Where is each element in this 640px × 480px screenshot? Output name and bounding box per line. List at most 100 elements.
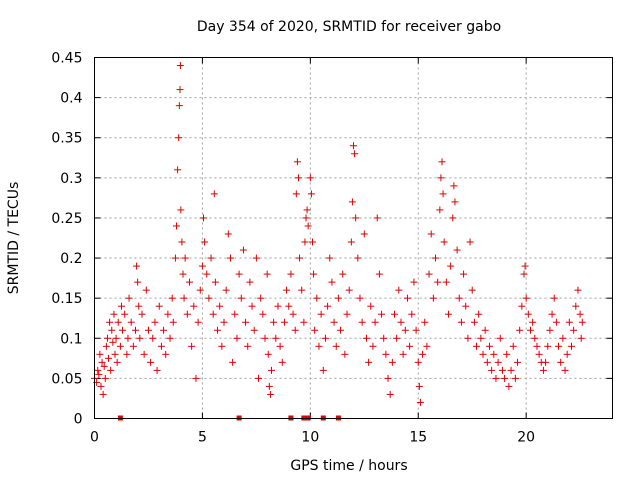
x-tick-label: 15	[409, 430, 427, 446]
data-point	[577, 334, 585, 342]
data-point	[391, 310, 399, 318]
data-point	[291, 326, 299, 334]
data-point	[222, 286, 230, 294]
data-point	[183, 310, 191, 318]
data-point	[105, 354, 113, 362]
data-point	[507, 366, 515, 374]
data-point	[449, 214, 457, 222]
data-point	[561, 366, 569, 374]
y-tick-label: 0.2	[60, 251, 82, 267]
data-point	[266, 390, 274, 398]
x-tick-label: 20	[517, 430, 535, 446]
data-point	[250, 326, 258, 334]
data-point	[210, 190, 218, 198]
data-point	[473, 342, 481, 350]
data-point	[406, 342, 414, 350]
data-point	[175, 134, 183, 142]
data-point	[136, 334, 144, 342]
data-point	[457, 318, 465, 326]
data-point	[301, 238, 309, 246]
y-axis-label: SRMTID / TECUs	[6, 182, 22, 295]
data-point	[95, 370, 103, 378]
data-point	[526, 326, 534, 334]
data-point	[555, 342, 563, 350]
data-point	[369, 342, 377, 350]
data-point	[164, 310, 172, 318]
data-point	[313, 294, 321, 302]
x-axis-label: GPS time / hours	[290, 458, 407, 474]
data-point	[99, 390, 107, 398]
data-point	[576, 310, 584, 318]
data-point	[246, 278, 254, 286]
data-point	[97, 382, 105, 390]
data-point	[252, 254, 260, 262]
data-point	[511, 374, 519, 382]
data-point	[544, 342, 552, 350]
data-point	[373, 214, 381, 222]
data-point	[341, 350, 349, 358]
data-point	[438, 158, 446, 166]
data-point	[343, 310, 351, 318]
y-tick-label: 0.25	[51, 211, 82, 227]
data-point	[129, 342, 137, 350]
data-point	[410, 278, 418, 286]
data-point	[453, 246, 461, 254]
data-point	[427, 230, 435, 238]
data-point	[380, 334, 388, 342]
data-point	[107, 366, 115, 374]
data-point	[220, 318, 228, 326]
data-point	[274, 302, 282, 310]
data-point	[160, 326, 168, 334]
data-point	[248, 302, 256, 310]
data-point	[306, 174, 314, 182]
data-point	[378, 310, 386, 318]
data-point	[485, 342, 493, 350]
data-point	[393, 334, 401, 342]
chart-title: Day 354 of 2020, SRMTID for receiver gab…	[197, 19, 501, 35]
data-point	[388, 358, 396, 366]
data-point	[296, 254, 304, 262]
data-point	[302, 214, 310, 222]
data-point	[123, 350, 131, 358]
data-point	[307, 190, 315, 198]
data-point	[401, 326, 409, 334]
data-point	[328, 278, 336, 286]
data-point	[546, 326, 554, 334]
data-point	[216, 302, 224, 310]
y-tick-label: 0.1	[60, 331, 82, 347]
x-tick-label: 10	[301, 430, 319, 446]
axis-ticks	[94, 57, 613, 419]
data-point	[451, 198, 459, 206]
x-tick-label: 0	[90, 430, 99, 446]
data-point	[169, 318, 177, 326]
data-point	[101, 374, 109, 382]
data-point	[432, 254, 440, 262]
data-point	[100, 362, 108, 370]
data-point	[168, 294, 176, 302]
plot-frame	[94, 57, 613, 419]
data-point	[218, 342, 226, 350]
data-point	[337, 326, 345, 334]
data-point	[155, 302, 163, 310]
data-point	[332, 342, 340, 350]
data-point	[235, 270, 243, 278]
data-point	[382, 350, 390, 358]
data-point	[110, 310, 118, 318]
data-point	[106, 318, 114, 326]
data-point	[267, 366, 275, 374]
data-point	[138, 310, 146, 318]
data-point	[237, 294, 245, 302]
data-point	[514, 358, 522, 366]
data-point	[294, 174, 302, 182]
data-point	[310, 270, 318, 278]
data-point	[397, 318, 405, 326]
data-point	[142, 286, 150, 294]
data-point	[176, 62, 184, 70]
data-point	[498, 366, 506, 374]
data-point	[188, 342, 196, 350]
data-point	[287, 270, 295, 278]
data-point	[224, 230, 232, 238]
data-point	[98, 358, 106, 366]
data-point	[516, 326, 524, 334]
